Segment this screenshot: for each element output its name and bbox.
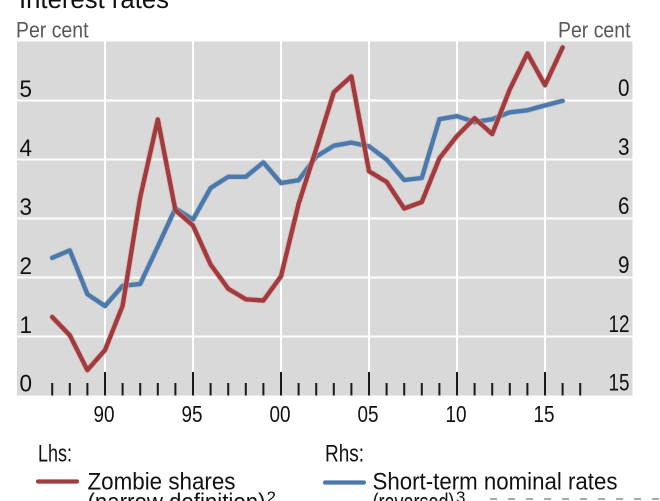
svg-text:Zombie shares: Zombie shares <box>88 469 236 496</box>
svg-text:2: 2 <box>20 253 33 280</box>
svg-text:0: 0 <box>618 75 630 102</box>
svg-text:9: 9 <box>618 252 630 279</box>
svg-text:15: 15 <box>534 401 555 427</box>
svg-text:95: 95 <box>182 401 203 427</box>
svg-text:3: 3 <box>20 194 33 221</box>
svg-text:5: 5 <box>20 76 33 103</box>
svg-text:15: 15 <box>609 370 630 397</box>
svg-text:0: 0 <box>20 371 33 398</box>
svg-text:Per cent: Per cent <box>558 18 631 43</box>
svg-text:Rhs:: Rhs: <box>325 441 364 468</box>
svg-text:Short-term nominal rates: Short-term nominal rates <box>373 469 618 496</box>
svg-text:6: 6 <box>618 193 630 220</box>
svg-text:1: 1 <box>20 312 33 339</box>
svg-text:00: 00 <box>270 401 291 427</box>
svg-text:05: 05 <box>358 401 379 427</box>
svg-text:90: 90 <box>94 401 115 427</box>
svg-text:Interest rates: Interest rates <box>19 0 169 14</box>
svg-text:2: 2 <box>267 488 276 501</box>
svg-text:3: 3 <box>618 134 630 161</box>
svg-text:(narrow definition): (narrow definition) <box>88 489 266 501</box>
svg-text:10: 10 <box>446 401 467 427</box>
svg-text:Per cent: Per cent <box>16 18 89 43</box>
svg-text:3: 3 <box>456 488 465 501</box>
svg-text:(reversed): (reversed) <box>373 489 455 501</box>
svg-text:4: 4 <box>20 135 33 162</box>
svg-text:12: 12 <box>609 311 630 338</box>
svg-text:Lhs:: Lhs: <box>38 441 72 468</box>
